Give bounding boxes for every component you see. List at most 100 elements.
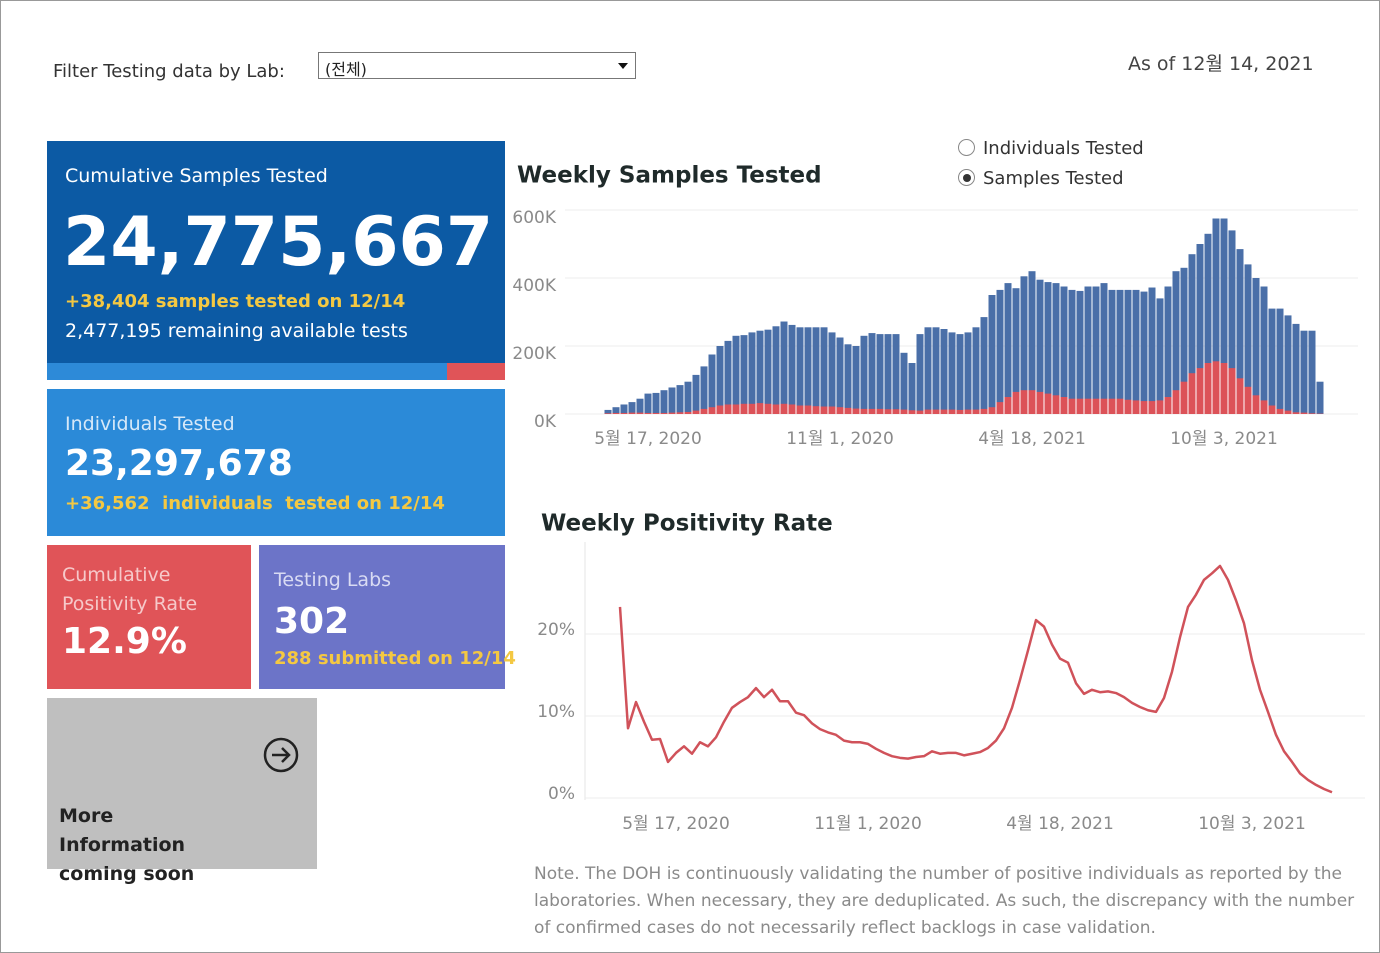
- bar: [1164, 397, 1172, 414]
- bar: [820, 327, 828, 414]
- bar: [804, 405, 812, 414]
- bar: [668, 387, 676, 414]
- bar: [1204, 233, 1212, 414]
- bar: [852, 346, 860, 414]
- dropdown-value: (전체): [325, 60, 367, 79]
- line: [618, 564, 1333, 794]
- bar: [852, 408, 860, 414]
- progress-remaining: [447, 363, 505, 380]
- y-tick-label: 0%: [548, 784, 575, 804]
- footnote: Note. The DOH is continuously validating…: [534, 864, 1355, 938]
- bar: [724, 404, 732, 414]
- testing-labs-tile: Testing Labs 302 288 submitted on 12/14: [259, 545, 516, 689]
- tile-value: 302: [274, 601, 350, 642]
- radio-dot: [958, 139, 975, 156]
- bar: [1028, 390, 1036, 414]
- bar: [908, 363, 916, 414]
- bar: [676, 385, 684, 414]
- bar: [1292, 323, 1300, 414]
- bar: [684, 411, 692, 414]
- bar: [924, 327, 932, 414]
- bar: [916, 334, 924, 414]
- bar: [1076, 398, 1084, 414]
- bar: [748, 332, 756, 414]
- bar: [1268, 405, 1276, 414]
- radio-option[interactable]: Samples Tested: [958, 168, 1124, 189]
- tile-title: More Information coming soon: [59, 805, 195, 885]
- bar: [740, 335, 748, 414]
- bar: [988, 407, 996, 414]
- bar: [780, 321, 788, 414]
- bar: [1052, 283, 1060, 414]
- bar: [1308, 330, 1316, 414]
- bar: [1252, 395, 1260, 414]
- bar: [1284, 315, 1292, 414]
- bar: [932, 409, 940, 414]
- bar: [1092, 286, 1100, 414]
- progress-used: [47, 363, 447, 380]
- bar: [1188, 373, 1196, 414]
- as-of-date: As of 12월 14, 2021: [1128, 53, 1314, 75]
- y-tick-label: 0K: [534, 412, 557, 432]
- bar: [948, 332, 956, 414]
- bar: [972, 327, 980, 414]
- y-tick-label: 600K: [512, 208, 556, 228]
- individuals-tile: Individuals Tested 23,297,678 +36,562 in…: [47, 389, 505, 536]
- bar: [732, 404, 740, 414]
- arrow-icon: [263, 737, 299, 773]
- bar: [1308, 413, 1316, 414]
- bar: [1252, 278, 1260, 414]
- x-tick-label: 10월 3, 2021: [1198, 814, 1306, 834]
- y-tick-label: 10%: [537, 702, 575, 722]
- bar: [1244, 264, 1252, 414]
- bar: [788, 324, 796, 414]
- bar: [1196, 244, 1204, 414]
- bar: [772, 404, 780, 414]
- bar: [1228, 368, 1236, 414]
- bar: [780, 403, 788, 414]
- radio-option[interactable]: Individuals Tested: [958, 138, 1144, 159]
- tile-title: Cumulative Positivity Rate: [62, 564, 198, 615]
- x-tick-label: 4월 18, 2021: [978, 429, 1086, 449]
- bar: [1060, 286, 1068, 414]
- bar: [1156, 400, 1164, 414]
- bar: [956, 334, 964, 414]
- bar: [828, 406, 836, 414]
- lab-dropdown[interactable]: (전체): [318, 52, 636, 79]
- radio-label: Individuals Tested: [983, 138, 1144, 159]
- tile-title: Cumulative Samples Tested: [65, 165, 328, 187]
- bar: [940, 329, 948, 414]
- bar: [740, 403, 748, 414]
- dropdown-arrow: [618, 63, 628, 69]
- bar: [860, 408, 868, 414]
- bar: [1268, 308, 1276, 414]
- bar: [732, 335, 740, 414]
- bar: [1300, 330, 1308, 414]
- bar: [996, 402, 1004, 414]
- bar: [1276, 408, 1284, 414]
- bar: [1108, 289, 1116, 414]
- bar: [900, 409, 908, 414]
- bar: [924, 409, 932, 414]
- tile-value: 23,297,678: [65, 443, 293, 484]
- bar: [828, 332, 836, 414]
- bar: [1132, 400, 1140, 414]
- chart-title: Weekly Positivity Rate: [541, 511, 833, 537]
- bar: [1076, 290, 1084, 414]
- bar: [956, 409, 964, 414]
- bar: [628, 412, 636, 414]
- bar: [1164, 286, 1172, 414]
- tile-title: Testing Labs: [274, 569, 392, 591]
- bar: [1212, 218, 1220, 414]
- x-tick-label: 4월 18, 2021: [1006, 814, 1114, 834]
- bar: [1092, 398, 1100, 414]
- bar: [1132, 289, 1140, 414]
- bar: [1044, 393, 1052, 414]
- more-info-tile[interactable]: More Information coming soon: [47, 698, 317, 885]
- bar: [1084, 398, 1092, 414]
- x-tick-label: 11월 1, 2020: [786, 429, 894, 449]
- bar: [1108, 398, 1116, 414]
- bar: [764, 329, 772, 414]
- bar: [868, 408, 876, 414]
